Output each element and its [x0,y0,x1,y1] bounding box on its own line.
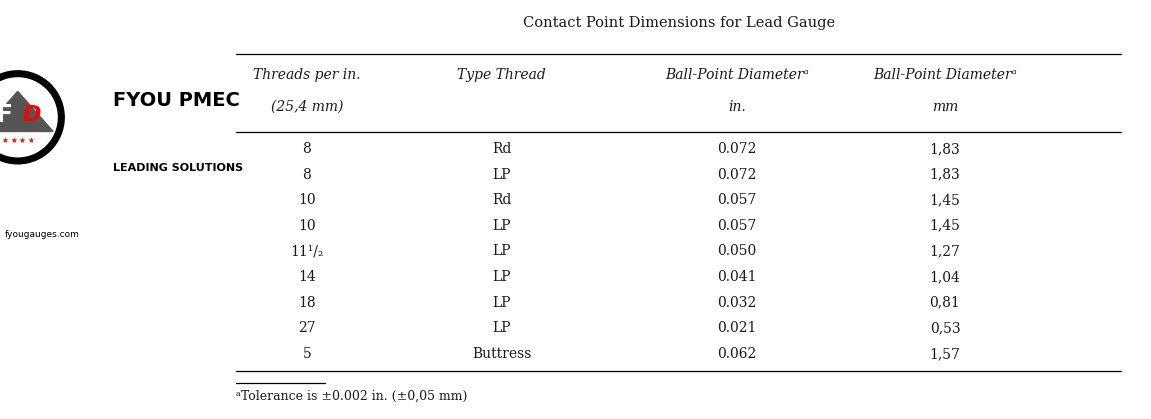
Text: Rd: Rd [493,193,511,207]
Text: 0.072: 0.072 [717,168,756,181]
Text: 27: 27 [298,321,315,335]
Text: 0.057: 0.057 [717,219,756,233]
Text: 10: 10 [298,193,315,207]
Text: ★: ★ [10,137,17,145]
Text: 18: 18 [298,296,315,310]
Ellipse shape [0,77,58,158]
Text: Rd: Rd [493,142,511,156]
Text: 14: 14 [298,270,315,284]
Text: LP: LP [493,321,511,335]
Text: 0.032: 0.032 [717,296,756,310]
Text: 0.050: 0.050 [717,244,756,259]
Text: 1,83: 1,83 [930,168,960,181]
Text: LP: LP [493,296,511,310]
Text: 10: 10 [298,219,315,233]
Text: 1,83: 1,83 [930,142,960,156]
Text: ★: ★ [28,137,35,145]
Text: D: D [23,105,41,125]
Text: Threads per in.: Threads per in. [253,68,360,83]
Text: 0.072: 0.072 [717,142,756,156]
Text: in.: in. [727,100,746,114]
Text: 0.021: 0.021 [717,321,756,335]
Text: 8: 8 [303,142,311,156]
Polygon shape [0,91,53,132]
Text: LP: LP [493,219,511,233]
Text: 5: 5 [303,347,311,361]
Text: ★: ★ [1,137,8,145]
Text: ★: ★ [18,137,25,145]
Ellipse shape [0,70,64,165]
Text: 11¹/₂: 11¹/₂ [290,244,323,259]
Text: 0.057: 0.057 [717,193,756,207]
Text: LP: LP [493,270,511,284]
Text: 1,45: 1,45 [930,193,960,207]
Text: LEADING SOLUTIONS: LEADING SOLUTIONS [113,163,243,173]
Text: 8: 8 [303,168,311,181]
Text: 0.062: 0.062 [717,347,756,361]
Text: 1,45: 1,45 [930,219,960,233]
Text: FYOU PMEC: FYOU PMEC [113,91,241,110]
Text: 1,04: 1,04 [930,270,960,284]
Text: mm: mm [932,100,958,114]
Text: (25,4 mm): (25,4 mm) [270,100,343,114]
Text: 1,27: 1,27 [930,244,960,259]
Text: F: F [0,103,13,127]
Text: Type Thread: Type Thread [457,68,547,83]
Text: 0.041: 0.041 [717,270,756,284]
Text: LP: LP [493,168,511,181]
Text: 0,53: 0,53 [930,321,960,335]
Text: LP: LP [493,244,511,259]
Text: Buttress: Buttress [472,347,532,361]
Text: 0,81: 0,81 [930,296,960,310]
Text: Ball-Point Diameterᵃ: Ball-Point Diameterᵃ [665,68,809,83]
Text: Contact Point Dimensions for Lead Gauge: Contact Point Dimensions for Lead Gauge [523,16,836,30]
Text: fyougauges.com: fyougauges.com [5,230,79,239]
Text: Ball-Point Diameterᵃ: Ball-Point Diameterᵃ [872,68,1017,83]
Text: ᵃTolerance is ±0.002 in. (±0,05 mm): ᵃTolerance is ±0.002 in. (±0,05 mm) [236,389,467,403]
Text: 1,57: 1,57 [930,347,960,361]
